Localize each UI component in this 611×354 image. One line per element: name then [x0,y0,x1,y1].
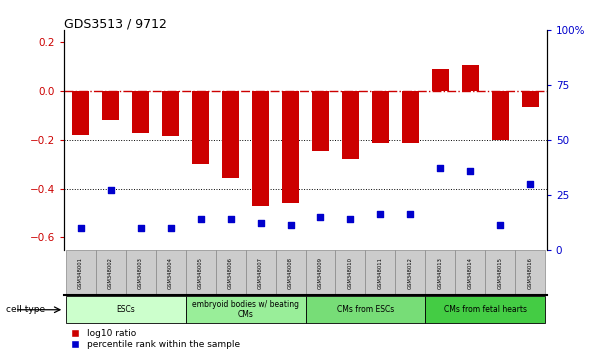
Bar [65,251,96,295]
Point [525,181,535,187]
Text: GSM348011: GSM348011 [378,257,383,289]
Text: GDS3513 / 9712: GDS3513 / 9712 [64,17,167,30]
Text: ESCs: ESCs [116,305,135,314]
Point [285,223,295,228]
Text: GSM348006: GSM348006 [228,257,233,289]
Point [225,216,235,222]
Bar [252,91,269,206]
Point [466,168,475,173]
Text: cell type: cell type [6,305,45,314]
Bar [492,91,508,140]
Text: GSM348013: GSM348013 [438,257,443,289]
Point [255,221,265,226]
Bar [156,251,186,295]
Bar [485,251,515,295]
Bar [342,91,359,159]
Text: GSM348001: GSM348001 [78,257,83,289]
Bar [402,91,419,143]
Bar [276,251,306,295]
Text: GSM348015: GSM348015 [498,257,503,289]
Bar [515,251,546,295]
Bar [216,251,246,295]
Legend: log10 ratio, percentile rank within the sample: log10 ratio, percentile rank within the … [65,329,240,349]
Text: GSM348014: GSM348014 [468,257,473,289]
Point [76,225,86,230]
Bar [126,251,156,295]
Bar [455,251,485,295]
Bar [522,91,539,107]
Text: GSM348009: GSM348009 [318,257,323,289]
Point [106,188,115,193]
Bar [186,251,216,295]
Bar [372,91,389,143]
Bar [306,296,425,323]
Bar [96,251,126,295]
Bar [65,296,186,323]
Bar [186,296,306,323]
Point [166,225,175,230]
Text: GSM348007: GSM348007 [258,257,263,289]
Point [136,225,145,230]
Point [436,166,445,171]
Point [496,223,505,228]
Bar [335,251,365,295]
Text: CMs from fetal hearts: CMs from fetal hearts [444,305,527,314]
Bar [395,251,425,295]
Point [316,214,326,219]
Point [406,212,415,217]
Bar [72,91,89,135]
Point [346,216,356,222]
Text: GSM348005: GSM348005 [198,257,203,289]
Bar [365,251,395,295]
Point [196,216,205,222]
Bar [222,91,239,178]
Text: GSM348003: GSM348003 [138,257,143,289]
Bar [282,91,299,203]
Bar [425,296,546,323]
Text: embryoid bodies w/ beating
CMs: embryoid bodies w/ beating CMs [192,300,299,319]
Text: GSM348008: GSM348008 [288,257,293,289]
Text: GSM348004: GSM348004 [168,257,173,289]
Bar [133,91,149,132]
Bar [163,91,179,136]
Text: GSM348002: GSM348002 [108,257,113,289]
Bar [306,251,335,295]
Text: GSM348016: GSM348016 [528,257,533,289]
Bar [425,251,455,295]
Text: GSM348010: GSM348010 [348,257,353,289]
Bar [246,251,276,295]
Point [376,212,386,217]
Bar [103,91,119,120]
Text: CMs from ESCs: CMs from ESCs [337,305,394,314]
Text: GSM348012: GSM348012 [408,257,413,289]
Bar [432,69,448,91]
Bar [312,91,329,151]
Bar [192,91,209,164]
Bar [462,65,478,91]
